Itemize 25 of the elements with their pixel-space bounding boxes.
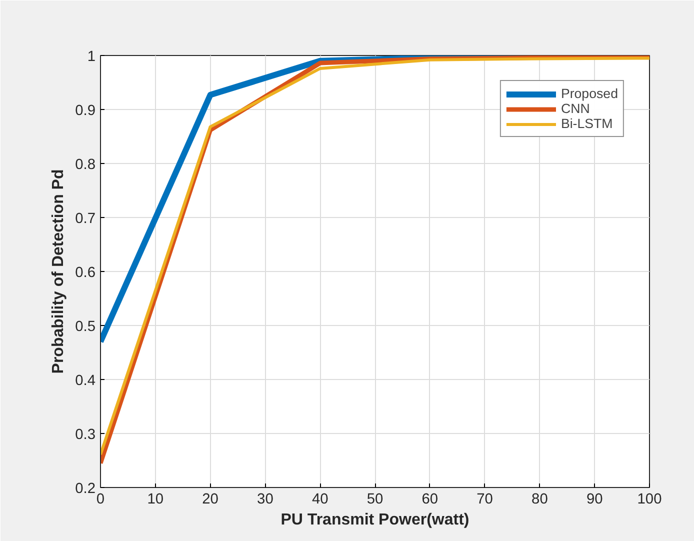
x-tick-label: 50 bbox=[366, 492, 384, 508]
legend-label: Bi-LSTM bbox=[560, 116, 613, 131]
x-tick-label: 60 bbox=[422, 492, 438, 508]
x-tick-label: 40 bbox=[312, 492, 328, 508]
y-tick-label: 0.2 bbox=[75, 481, 96, 497]
y-tick-label: 0.9 bbox=[75, 103, 96, 119]
x-axis-title: PU Transmit Power(watt) bbox=[280, 512, 470, 528]
legend-label: Proposed bbox=[560, 86, 618, 101]
legend-label: CNN bbox=[560, 101, 590, 116]
x-tick-label: 10 bbox=[147, 492, 164, 508]
y-tick-label: 0.6 bbox=[75, 265, 96, 281]
x-tick-label: 70 bbox=[476, 492, 493, 508]
x-tick-label: 0 bbox=[96, 492, 105, 508]
y-tick-label: 0.4 bbox=[75, 373, 96, 389]
y-tick-label: 0.7 bbox=[75, 211, 96, 227]
y-axis-title: Probability of Detection Pd bbox=[50, 169, 68, 374]
y-tick-label: 0.3 bbox=[75, 427, 96, 443]
y-tick-label: 0.8 bbox=[75, 157, 96, 173]
x-tick-label: 100 bbox=[637, 492, 662, 508]
x-tick-label: 30 bbox=[257, 492, 274, 508]
y-tick-label: 0.5 bbox=[75, 319, 96, 335]
x-tick-label: 20 bbox=[202, 492, 218, 508]
y-tick-label: 1 bbox=[87, 49, 96, 65]
x-tick-label: 90 bbox=[586, 492, 603, 508]
x-tick-label: 80 bbox=[532, 492, 548, 508]
